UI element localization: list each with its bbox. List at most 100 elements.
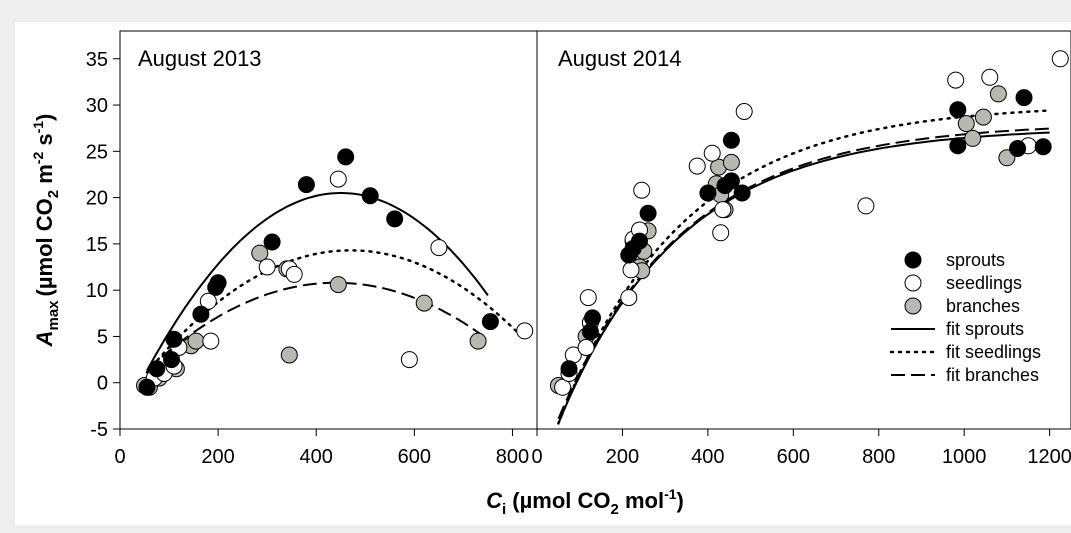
point-seedlings-2014: [947, 71, 965, 89]
point-seedlings-2014: [622, 261, 640, 279]
figure-background: [15, 22, 1071, 525]
y-tick-label: 20: [86, 188, 108, 210]
panel-title-2014: August 2014: [558, 46, 682, 71]
point-sprouts-2013: [138, 378, 156, 396]
point-sprouts-2014: [949, 137, 967, 155]
point-seedlings-2013: [430, 239, 448, 257]
point-seedlings-2014: [1051, 50, 1069, 68]
point-branches-2013: [280, 346, 298, 364]
point-seedlings-2014: [857, 197, 875, 215]
legend-marker-sprouts: [904, 251, 922, 269]
y-axis-title-unit-sub: 2: [45, 190, 62, 198]
y-tick-label: 0: [97, 373, 108, 395]
y-axis-title-unit-sup1: -2: [30, 152, 46, 165]
point-branches-2013: [187, 332, 205, 350]
y-axis-title-unit-sup2: -1: [30, 121, 46, 134]
point-sprouts-2013: [481, 313, 499, 331]
point-seedlings-2013: [258, 258, 276, 276]
legend-marker-seedlings: [904, 274, 922, 292]
legend-marker-branches: [904, 297, 922, 315]
legend-label: seedlings: [946, 273, 1022, 293]
point-branches-2013: [251, 244, 269, 262]
point-branches-2014: [964, 129, 982, 147]
point-sprouts-2014: [722, 131, 740, 149]
y-axis-title-unit-close: ): [32, 114, 57, 121]
y-tick-label: 30: [86, 95, 108, 117]
legend-label: branches: [946, 296, 1020, 316]
y-axis-title-symbol: A: [32, 331, 57, 348]
y-tick-label: 35: [86, 49, 108, 71]
x-axis-title-unit: (µmol CO: [506, 488, 610, 513]
x-axis-title-unit-sub: 2: [611, 501, 619, 518]
plot-frame-2014: [536, 30, 1071, 430]
point-branches-2014: [722, 153, 740, 171]
x-tick-label-2014: 800: [862, 446, 895, 468]
legend-label: fit branches: [946, 365, 1039, 385]
fit-line-branches-2013: [146, 281, 489, 372]
point-sprouts-2013: [192, 305, 210, 323]
point-sprouts-2013: [165, 330, 183, 348]
point-sprouts-2013: [148, 360, 166, 378]
point-sprouts-2014: [560, 360, 578, 378]
x-tick-label-2013: 200: [201, 446, 234, 468]
point-branches-2013: [415, 294, 433, 312]
point-seedlings-2014: [981, 68, 999, 86]
point-seedlings-2013: [199, 292, 217, 310]
point-seedlings-2013: [202, 332, 220, 350]
point-sprouts-2014: [584, 309, 601, 327]
point-sprouts-2014: [1015, 89, 1033, 107]
x-tick-label-2014: 200: [606, 446, 639, 468]
x-tick-label-2013: 0: [114, 446, 125, 468]
point-seedlings-2014: [688, 157, 706, 175]
point-branches-2014: [957, 115, 975, 133]
panel-title-2013: August 2013: [138, 46, 262, 71]
legend: sprouts seedlings branches fit sprouts fit s…: [889, 250, 1041, 385]
panel-august-2014: 0 200 400 600 800 1000 1200: [531, 30, 1071, 468]
y-tick-label: 15: [86, 234, 108, 256]
point-sprouts-2013: [163, 351, 180, 369]
y-axis-title-subscript: max: [45, 300, 62, 331]
x-tick-label-2014: 600: [777, 446, 810, 468]
point-seedlings-2013: [329, 170, 347, 188]
point-seedlings-2014: [579, 289, 597, 307]
point-seedlings-2014: [735, 103, 753, 120]
x-tick-label-2013: 600: [398, 446, 431, 468]
point-sprouts-2014: [581, 323, 599, 341]
point-branches-2014: [989, 85, 1007, 103]
point-seedlings-2014: [703, 144, 721, 162]
point-seedlings-2014: [620, 289, 638, 307]
y-tick-label: 25: [86, 141, 108, 163]
point-branches-2013: [469, 332, 487, 350]
point-sprouts-2014: [639, 204, 657, 222]
point-sprouts-2014: [631, 232, 648, 250]
point-seedlings-2014: [714, 201, 732, 219]
point-seedlings-2013: [285, 265, 303, 283]
point-sprouts-2014: [949, 101, 967, 119]
point-seedlings-2014: [712, 224, 730, 242]
point-seedlings-2014: [554, 378, 572, 396]
fit-line-sprouts-2013: [146, 192, 489, 372]
panel-august-2013: 0 200 400 600 800 -5 0 5 10 15 20 25 30 35: [86, 30, 538, 468]
point-branches-2014: [974, 108, 992, 126]
x-tick-label-2013: 800: [496, 446, 529, 468]
point-sprouts-2013: [297, 176, 315, 194]
point-sprouts-2013: [209, 274, 227, 292]
point-branches-2014: [998, 149, 1016, 167]
point-seedlings-2014: [577, 339, 595, 356]
x-axis-title: Ci (µmol CO2 mol-1): [486, 486, 684, 518]
y-tick-label: 10: [86, 280, 108, 302]
point-sprouts-2014: [722, 172, 740, 190]
y-axis-title: Amax (µmol CO2 m-2 s-1): [30, 114, 62, 348]
x-tick-label-2014: 1000: [942, 446, 987, 468]
x-axis-title-unit-mol: mol: [619, 488, 664, 513]
point-sprouts-2014: [699, 184, 717, 202]
x-tick-label-2013: 400: [300, 446, 333, 468]
legend-label: fit sprouts: [946, 319, 1024, 339]
point-seedlings-2013: [516, 322, 534, 340]
point-sprouts-2014: [1009, 140, 1027, 157]
point-sprouts-2013: [337, 148, 355, 166]
legend-label: fit seedlings: [946, 342, 1041, 362]
x-axis-title-unit-sup: -1: [664, 486, 677, 502]
x-tick-label-2014: 0: [531, 446, 542, 468]
